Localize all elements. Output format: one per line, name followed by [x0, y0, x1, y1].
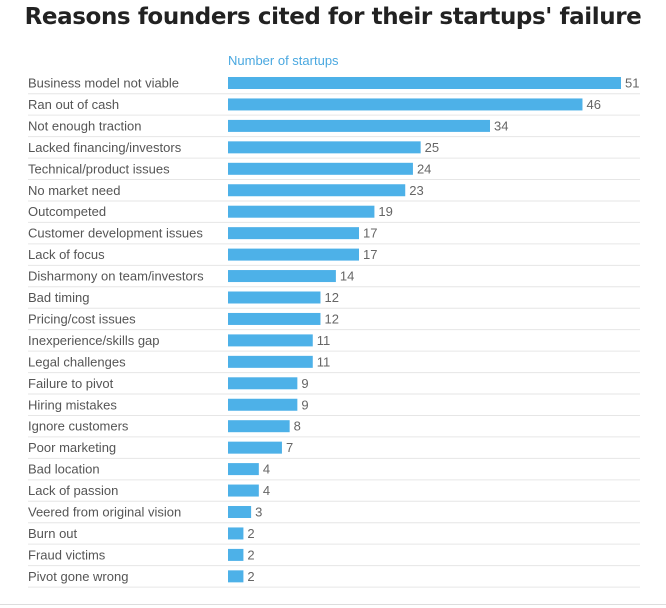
bar — [228, 570, 244, 583]
bar — [228, 270, 336, 283]
category-label: Customer development issues — [28, 226, 203, 241]
value-label: 23 — [409, 183, 423, 198]
value-label: 25 — [425, 140, 439, 155]
category-label: Ran out of cash — [28, 97, 119, 112]
category-label: Business model not viable — [28, 76, 179, 91]
category-label: Bad location — [28, 462, 100, 477]
category-label: Pricing/cost issues — [28, 311, 136, 326]
category-label: Inexperience/skills gap — [28, 333, 160, 348]
category-label: Disharmony on team/investors — [28, 269, 204, 284]
bar — [228, 548, 244, 561]
bar — [228, 377, 298, 390]
value-label: 4 — [263, 483, 270, 498]
bar — [228, 441, 282, 454]
category-label: Technical/product issues — [28, 161, 170, 176]
value-label: 19 — [378, 204, 392, 219]
category-label: Veered from original vision — [28, 505, 181, 520]
bar — [228, 506, 252, 518]
value-label: 9 — [301, 397, 308, 412]
bar — [228, 420, 290, 433]
bar — [228, 484, 259, 497]
bar — [228, 248, 359, 261]
bar — [228, 527, 244, 540]
value-label: 2 — [247, 526, 254, 541]
bar — [228, 312, 321, 325]
bar — [228, 141, 421, 154]
bar — [228, 227, 359, 240]
value-label: 3 — [255, 505, 262, 520]
category-label: Outcompeted — [28, 204, 106, 219]
bar — [228, 355, 313, 368]
category-label: Bad timing — [28, 290, 89, 305]
category-label: No market need — [28, 183, 121, 198]
category-label: Failure to pivot — [28, 376, 114, 391]
value-label: 51 — [625, 76, 639, 91]
bar — [228, 184, 406, 197]
bar — [228, 119, 490, 132]
value-label: 7 — [286, 440, 293, 455]
category-labels: Business model not viable Ran out of cash… — [28, 76, 204, 584]
category-label: Lack of focus — [28, 247, 105, 262]
category-label: Poor marketing — [28, 440, 116, 455]
chart-title: Reasons founders cited for their startup… — [24, 4, 642, 30]
bar — [228, 205, 375, 218]
bar — [228, 334, 313, 347]
value-label: 11 — [317, 333, 331, 348]
bar — [228, 98, 583, 111]
bars — [228, 77, 621, 583]
bar — [228, 463, 259, 476]
category-label: Lack of passion — [28, 483, 118, 498]
value-label: 2 — [247, 547, 254, 562]
value-label: 4 — [263, 462, 270, 477]
value-label: 46 — [586, 97, 600, 112]
bottom-divider — [0, 604, 666, 605]
category-label: Burn out — [28, 526, 78, 541]
value-label: 8 — [294, 419, 301, 434]
bar — [228, 398, 298, 411]
value-label: 17 — [363, 247, 377, 262]
category-label: Lacked financing/investors — [28, 140, 182, 155]
value-label: 11 — [317, 354, 331, 369]
value-label: 12 — [324, 290, 338, 305]
value-label: 2 — [247, 569, 254, 584]
category-label: Hiring mistakes — [28, 397, 117, 412]
category-label: Not enough traction — [28, 118, 141, 133]
value-label: 12 — [324, 311, 338, 326]
value-label: 14 — [340, 269, 354, 284]
value-label: 34 — [494, 118, 508, 133]
category-label: Pivot gone wrong — [28, 569, 128, 584]
value-label: 9 — [301, 376, 308, 391]
grid-lines — [28, 93, 640, 588]
value-label: 17 — [363, 226, 377, 241]
value-label: 24 — [417, 161, 431, 176]
category-label: Fraud victims — [28, 547, 106, 562]
bar — [228, 162, 413, 175]
bar — [228, 291, 321, 304]
category-label: Legal challenges — [28, 354, 126, 369]
category-label: Ignore customers — [28, 419, 129, 434]
bar — [228, 77, 621, 89]
x-axis-label: Number of startups — [228, 53, 339, 68]
